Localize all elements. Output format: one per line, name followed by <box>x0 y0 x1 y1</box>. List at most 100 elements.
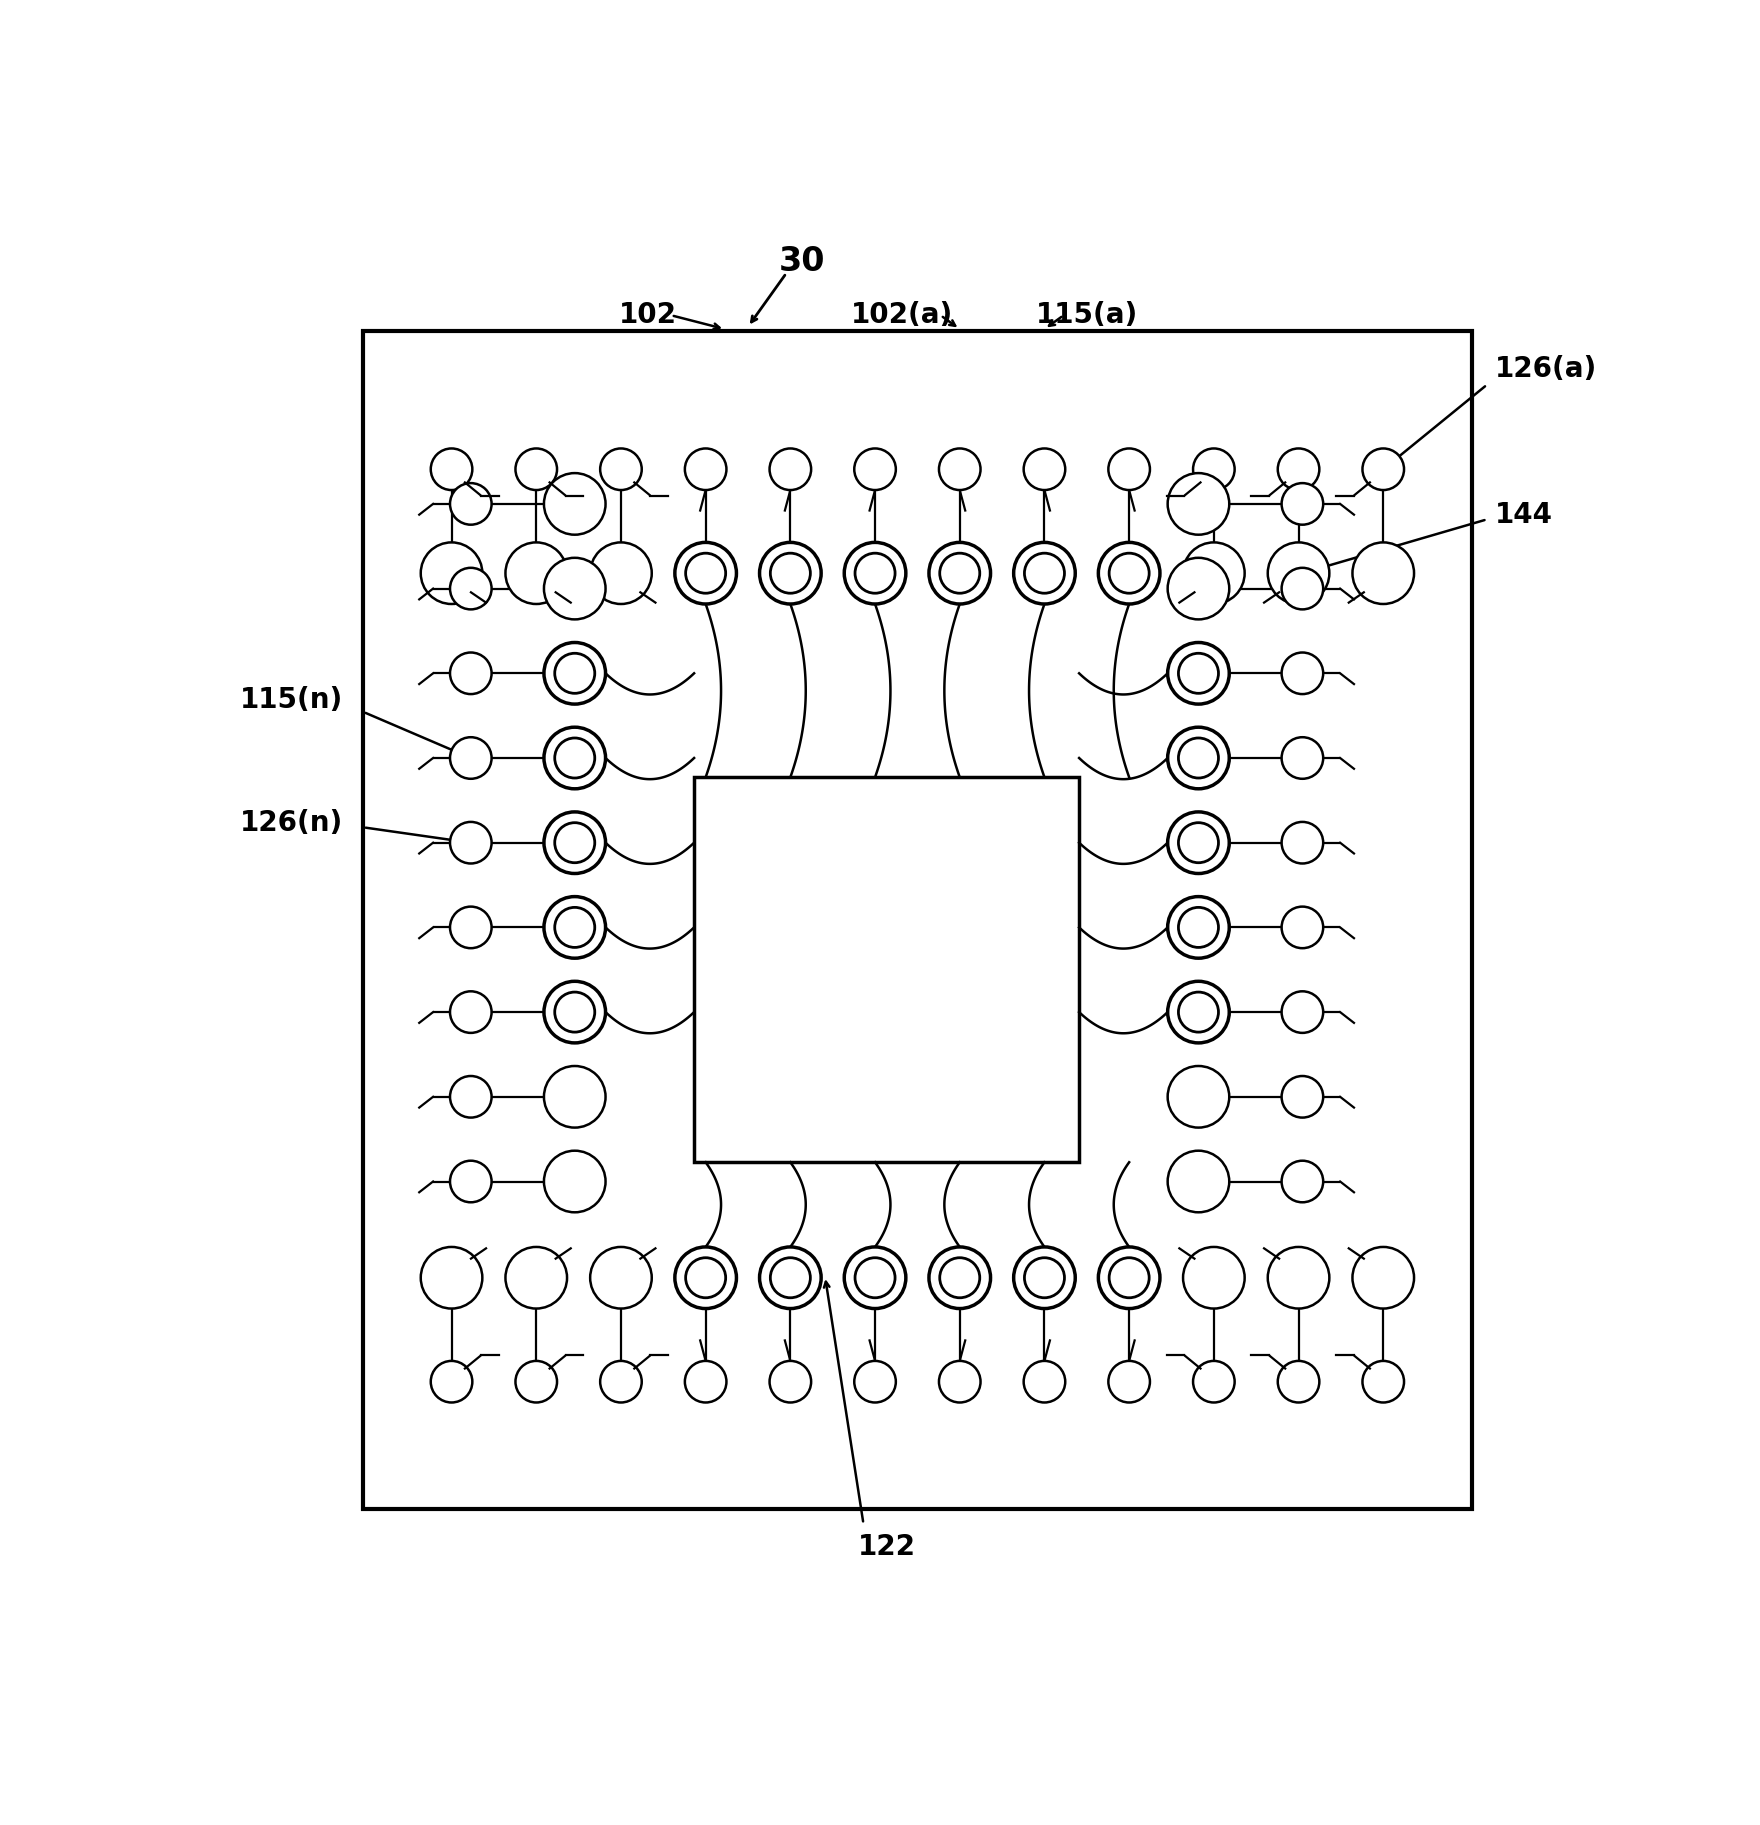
Circle shape <box>1183 1246 1244 1309</box>
Text: 115(a): 115(a) <box>1035 301 1139 328</box>
Circle shape <box>1267 1246 1329 1309</box>
Circle shape <box>1014 542 1075 604</box>
Circle shape <box>544 1066 605 1128</box>
Circle shape <box>590 542 651 604</box>
Bar <box>363 330 1471 1509</box>
Circle shape <box>600 1361 642 1402</box>
Circle shape <box>1362 1361 1404 1402</box>
Circle shape <box>554 737 595 777</box>
Circle shape <box>855 1257 896 1298</box>
Circle shape <box>1024 1257 1065 1298</box>
Circle shape <box>760 542 822 604</box>
Circle shape <box>1281 821 1324 863</box>
Circle shape <box>1281 568 1324 610</box>
Circle shape <box>1281 484 1324 526</box>
Bar <box>693 777 1079 1163</box>
Circle shape <box>1024 1361 1065 1402</box>
Circle shape <box>1179 993 1218 1033</box>
Circle shape <box>854 449 896 491</box>
Circle shape <box>431 449 472 491</box>
Circle shape <box>544 726 605 788</box>
Circle shape <box>505 542 567 604</box>
Circle shape <box>516 449 556 491</box>
Circle shape <box>544 896 605 958</box>
Circle shape <box>1281 653 1324 694</box>
Circle shape <box>940 1257 980 1298</box>
Circle shape <box>1167 1152 1228 1212</box>
Text: 122: 122 <box>857 1533 915 1560</box>
Circle shape <box>1193 449 1234 491</box>
Text: 126(n): 126(n) <box>239 810 343 838</box>
Circle shape <box>1267 542 1329 604</box>
Circle shape <box>544 558 605 619</box>
Circle shape <box>1167 642 1228 704</box>
Circle shape <box>845 542 906 604</box>
Circle shape <box>431 1361 472 1402</box>
Circle shape <box>760 1246 822 1309</box>
Circle shape <box>590 1246 651 1309</box>
Circle shape <box>854 1361 896 1402</box>
Circle shape <box>451 991 491 1033</box>
Circle shape <box>686 1257 725 1298</box>
Circle shape <box>554 823 595 863</box>
Circle shape <box>1179 737 1218 777</box>
Circle shape <box>769 449 811 491</box>
Circle shape <box>451 1077 491 1117</box>
Circle shape <box>1167 982 1228 1042</box>
Circle shape <box>451 568 491 610</box>
Circle shape <box>1167 473 1228 535</box>
Circle shape <box>1278 1361 1320 1402</box>
Circle shape <box>516 1361 556 1402</box>
Circle shape <box>421 542 482 604</box>
Circle shape <box>1281 907 1324 949</box>
Circle shape <box>1167 1066 1228 1128</box>
Circle shape <box>1109 1361 1149 1402</box>
Circle shape <box>544 1152 605 1212</box>
Circle shape <box>1109 449 1149 491</box>
Circle shape <box>1109 553 1149 593</box>
Circle shape <box>686 553 725 593</box>
Circle shape <box>544 473 605 535</box>
Circle shape <box>451 821 491 863</box>
Circle shape <box>1024 449 1065 491</box>
Circle shape <box>685 1361 727 1402</box>
Circle shape <box>1193 1361 1234 1402</box>
Circle shape <box>544 982 605 1042</box>
Circle shape <box>1179 907 1218 947</box>
Circle shape <box>929 542 991 604</box>
Circle shape <box>771 553 810 593</box>
Circle shape <box>685 449 727 491</box>
Text: 30: 30 <box>778 245 825 277</box>
Circle shape <box>1098 542 1160 604</box>
Circle shape <box>1167 726 1228 788</box>
Text: 102: 102 <box>620 301 678 328</box>
Circle shape <box>544 642 605 704</box>
Circle shape <box>421 1246 482 1309</box>
Circle shape <box>674 1246 736 1309</box>
Text: 115(n): 115(n) <box>239 686 343 714</box>
Circle shape <box>451 907 491 949</box>
Circle shape <box>929 1246 991 1309</box>
Circle shape <box>544 812 605 874</box>
Circle shape <box>554 907 595 947</box>
Circle shape <box>600 449 642 491</box>
Circle shape <box>554 993 595 1033</box>
Circle shape <box>451 1161 491 1203</box>
Text: 102(a): 102(a) <box>850 301 954 328</box>
Circle shape <box>1109 1257 1149 1298</box>
Circle shape <box>1167 896 1228 958</box>
Circle shape <box>845 1246 906 1309</box>
Text: 144: 144 <box>1494 502 1552 529</box>
Circle shape <box>1362 449 1404 491</box>
Circle shape <box>554 653 595 694</box>
Circle shape <box>1352 1246 1413 1309</box>
Circle shape <box>769 1361 811 1402</box>
Text: 126(a): 126(a) <box>1494 356 1596 383</box>
Circle shape <box>1352 542 1413 604</box>
Circle shape <box>1281 1161 1324 1203</box>
Circle shape <box>855 553 896 593</box>
Circle shape <box>1281 1077 1324 1117</box>
Circle shape <box>674 542 736 604</box>
Circle shape <box>451 484 491 526</box>
Circle shape <box>451 653 491 694</box>
